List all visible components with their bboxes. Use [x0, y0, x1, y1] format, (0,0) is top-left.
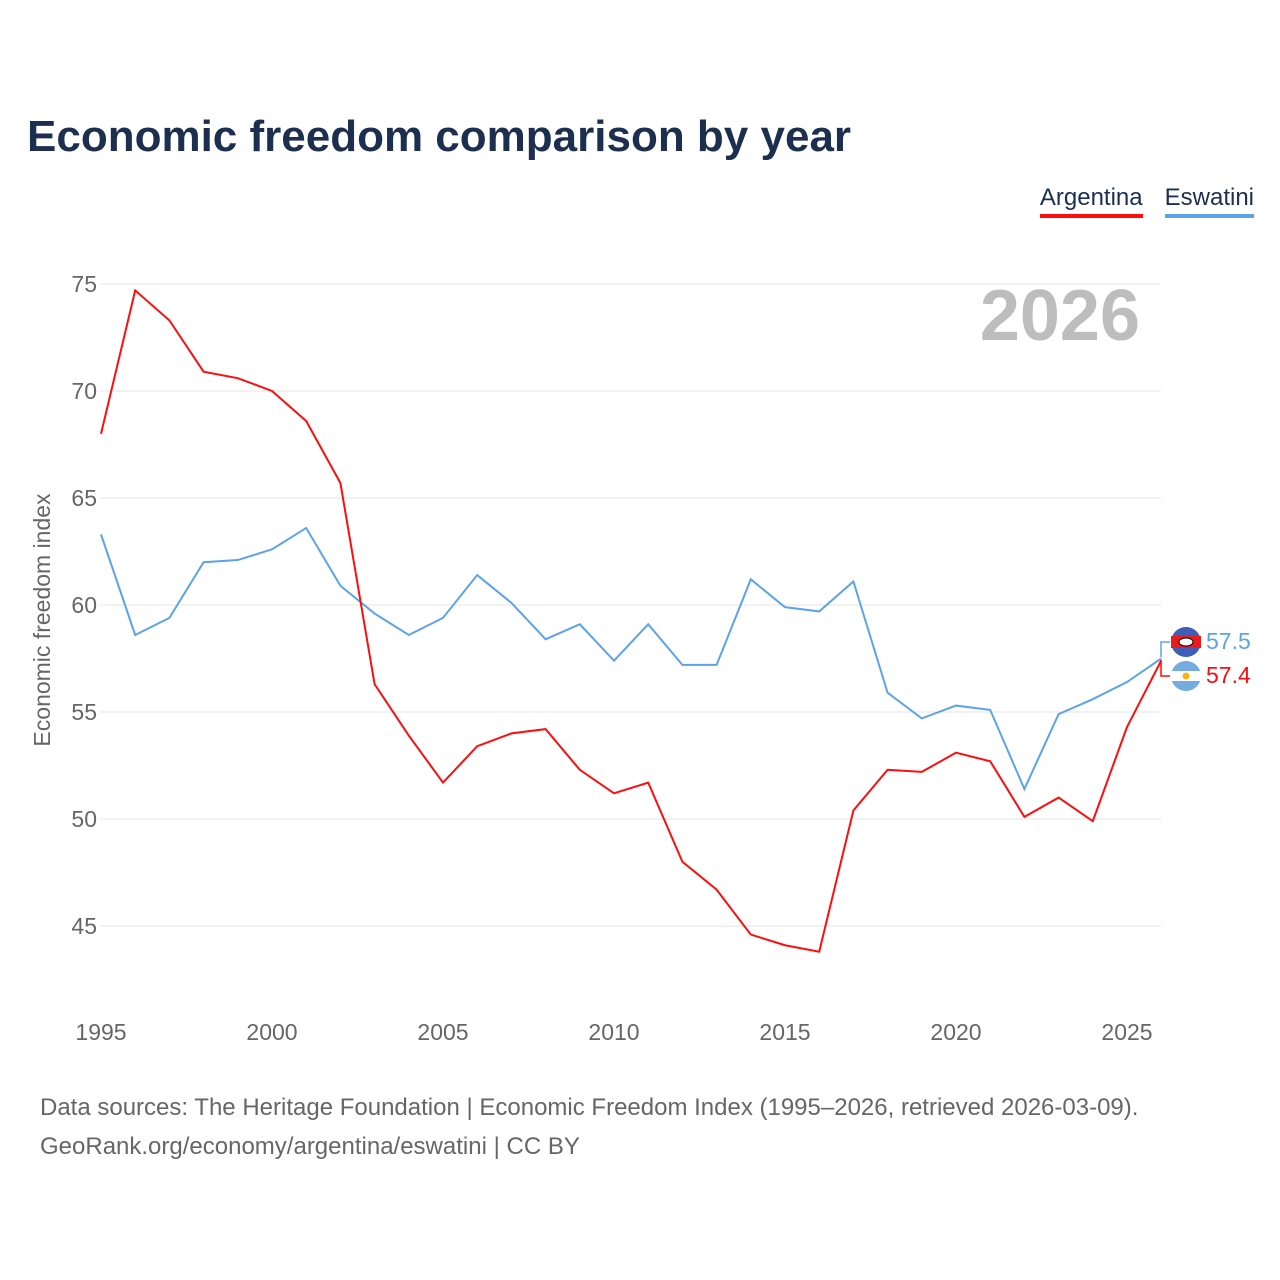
y-tick-label: 50	[71, 806, 97, 832]
connector-eswatini	[1160, 641, 1170, 657]
y-tick-label: 45	[71, 913, 97, 939]
legend-eswatini[interactable]: Eswatini	[1164, 184, 1254, 218]
legend-argentina[interactable]: Argentina	[1039, 184, 1143, 218]
chart-title: Economic freedom comparison by year	[27, 112, 852, 161]
x-tick-label: 2005	[417, 1019, 468, 1045]
x-tick-label: 2010	[588, 1019, 639, 1045]
y-tick-label: 55	[71, 699, 97, 725]
end-label-eswatini: 57.5	[1206, 628, 1251, 654]
y-tick-label: 75	[71, 271, 97, 297]
legend: Argentina Eswatini	[1039, 184, 1254, 218]
end-label-argentina: 57.4	[1206, 662, 1251, 688]
y-tick-label: 65	[71, 485, 97, 511]
source-line-2: GeoRank.org/economy/argentina/eswatini |…	[40, 1133, 580, 1160]
y-tick-label: 60	[71, 592, 97, 618]
x-tick-label: 2020	[930, 1019, 981, 1045]
x-tick-label: 2000	[246, 1019, 297, 1045]
eswatini-flag-shield	[1178, 637, 1194, 647]
year-watermark: 2026	[980, 276, 1140, 356]
connector-argentina	[1160, 660, 1170, 677]
x-tick-label: 2025	[1101, 1019, 1152, 1045]
argentina-flag-sun	[1182, 672, 1190, 680]
source-line-1: Data sources: The Heritage Foundation | …	[40, 1094, 1139, 1121]
series-line-eswatini	[100, 526, 1162, 792]
series-line-argentina	[100, 288, 1163, 953]
x-tick-label: 1995	[75, 1019, 126, 1045]
x-tick-label: 2015	[759, 1019, 810, 1045]
y-tick-label: 70	[71, 378, 97, 404]
y-axis-label: Economic freedom index	[29, 493, 55, 747]
source-note: Data sources: The Heritage Foundation | …	[40, 1088, 1138, 1166]
